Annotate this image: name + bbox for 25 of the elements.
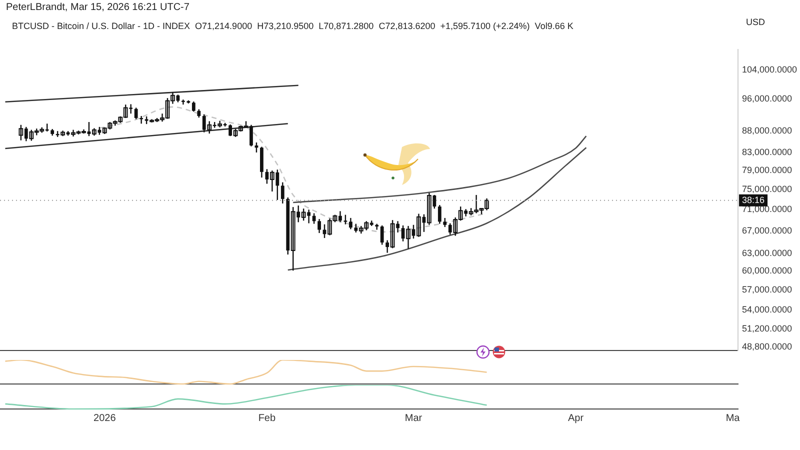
y-tick-label: 104,000.0000	[742, 64, 798, 74]
y-tick-label: 83,000.0000	[742, 146, 792, 157]
line-series	[287, 147, 587, 271]
x-tick-label: Mar	[404, 412, 423, 424]
x-tick-label: Feb	[258, 412, 276, 424]
chart-subtitle: BTCUSD - Bitcoin / U.S. Dollar - 1D - INDEX O71,214.9000 H73,210.9500 L70,871.2800 C72,813.6200 +1,595.7100 (+2.24%) Vol9.66 K	[12, 21, 574, 31]
y-tick-label: 96,000.0000	[742, 94, 792, 104]
y-tick-label: 88,000.0000	[742, 126, 792, 136]
y-tick-label: 75,000.0000	[742, 184, 792, 194]
y-tick-label: 54,000.0000	[742, 304, 792, 314]
x-tick-label: 2026	[94, 412, 116, 424]
y-tick-label: 79,000.0000	[742, 165, 792, 176]
text: 38:16	[742, 194, 765, 205]
line-series	[292, 135, 587, 204]
y-tick-label: 60,000.0000	[742, 266, 792, 276]
y-tick-label: 63,000.0000	[742, 248, 792, 258]
y-tick-label: 48,800.0000	[742, 341, 792, 352]
y-tick-label: 67,000.0000	[742, 225, 792, 236]
y-axis-title: USD	[746, 17, 766, 27]
y-tick-label: 71,000.0000	[742, 204, 792, 214]
x-tick-label: Ma	[726, 412, 740, 424]
x-tick-label: Apr	[568, 412, 584, 424]
y-tick-label: 57,000.0000	[742, 284, 792, 294]
y-tick-label: 51,200.0000	[742, 324, 792, 334]
chart-title: PeterLBrandt, Mar 15, 2026 16:21 UTC-7	[6, 2, 190, 13]
